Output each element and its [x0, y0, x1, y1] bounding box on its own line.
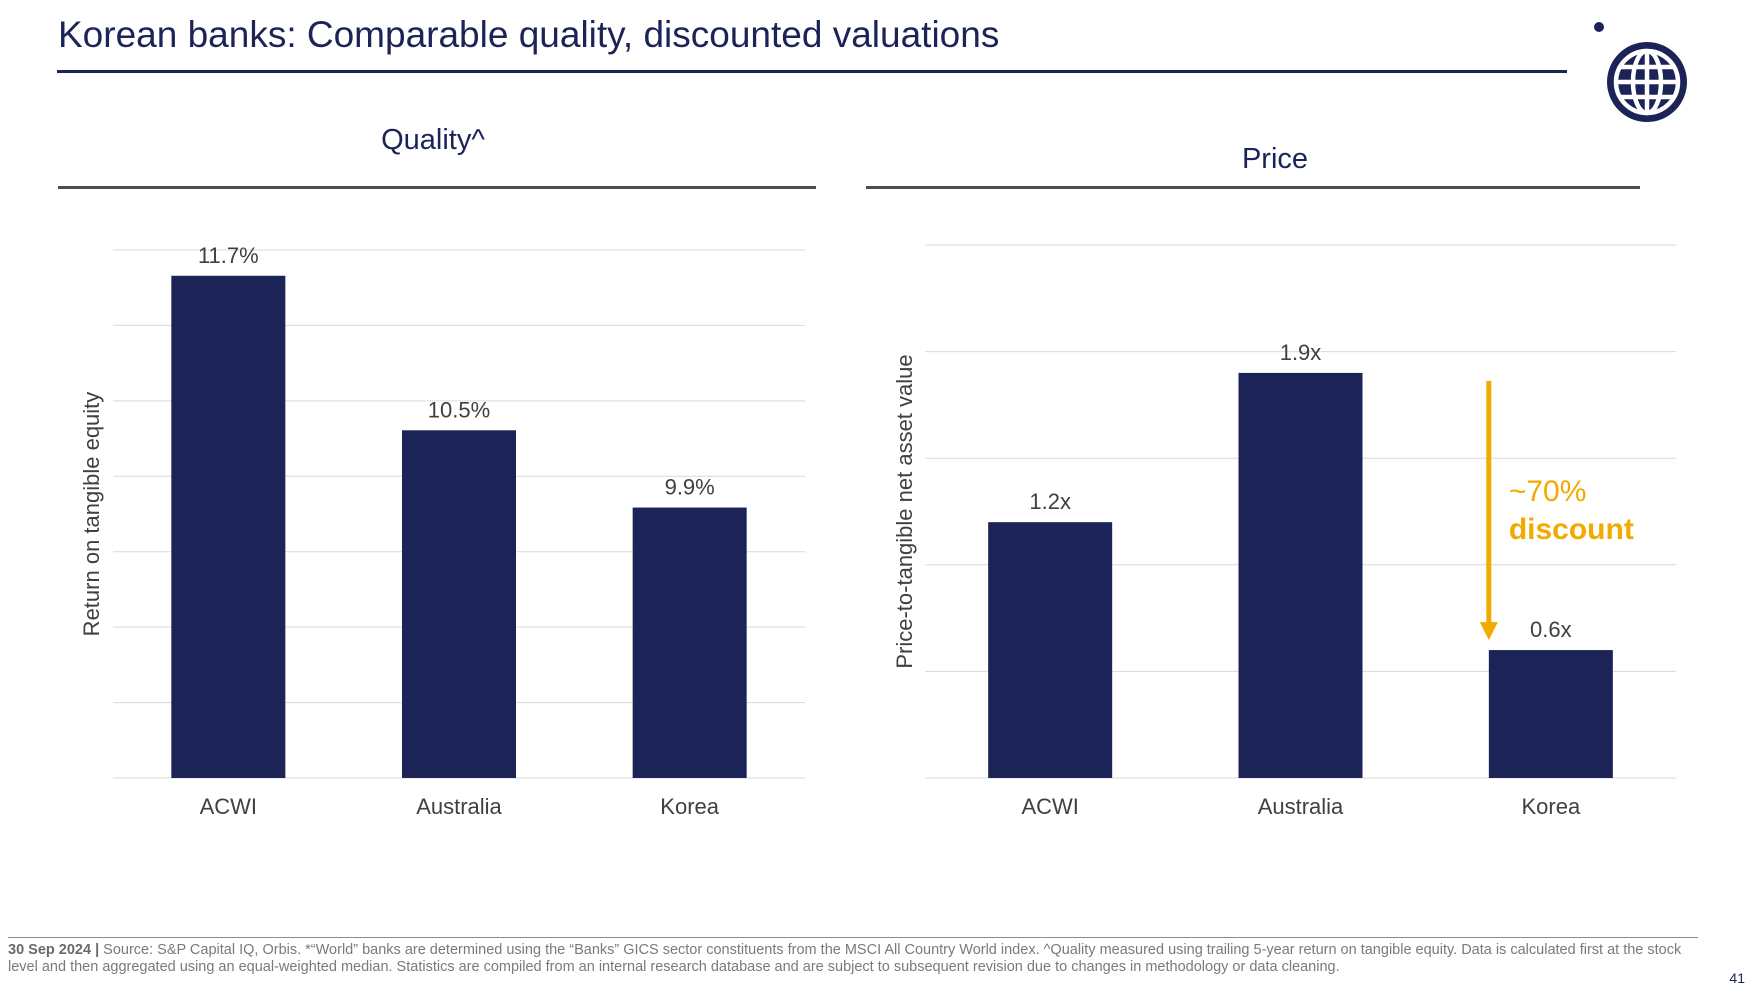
bar-australia [1238, 372, 1363, 778]
data-label: 1.2x [1029, 489, 1071, 514]
bar-acwi [171, 275, 286, 778]
footer-source: Source: S&P Capital IQ, Orbis. *“World” … [8, 942, 1682, 975]
x-tick-label: ACWI [200, 794, 257, 819]
discount-arrow-head [1479, 622, 1498, 641]
y-axis-label: Return on tangible equity [79, 392, 104, 637]
data-label: 9.9% [665, 475, 715, 500]
quality-panel-rule [58, 186, 816, 189]
data-label: 11.7% [198, 243, 259, 268]
x-tick-label: ACWI [1021, 794, 1078, 819]
footer-source-note: 30 Sep 2024 | Source: S&P Capital IQ, Or… [8, 942, 1698, 976]
quality-panel-title: Quality^ [381, 124, 485, 156]
discount-annotation-line2: discount [1509, 513, 1634, 546]
x-tick-label: Australia [1258, 794, 1344, 819]
footer-divider [8, 937, 1698, 938]
bar-korea [632, 507, 747, 778]
quality-chart: 11.7% ACWI 10.5% Australia 9.9% Korea Return o… [79, 243, 805, 819]
price-panel-title: Price [1241, 143, 1309, 175]
bar-australia [402, 430, 516, 778]
page-title: Korean banks: Comparable quality, discou… [58, 14, 1000, 55]
globe-icon [1594, 22, 1687, 122]
data-label: 0.6x [1530, 617, 1572, 642]
price-panel-rule [866, 186, 1640, 189]
price-chart: 1.2x ACWI 1.9x Australia 0.6x Korea Price-to-t… [892, 244, 1676, 819]
x-tick-label: Australia [416, 794, 502, 819]
bar-acwi [988, 522, 1113, 778]
y-axis-label: Price-to-tangible net asset value [892, 354, 917, 668]
discount-annotation-line1: ~70% [1509, 475, 1587, 508]
title-divider [57, 70, 1567, 73]
data-label: 1.9x [1280, 340, 1322, 365]
x-tick-label: Korea [660, 794, 719, 819]
bar-korea [1488, 650, 1613, 778]
page-number: 41 [1729, 970, 1745, 986]
data-label: 10.5% [428, 397, 490, 422]
x-tick-label: Korea [1521, 794, 1580, 819]
footer-date: 30 Sep 2024 | [8, 942, 100, 958]
